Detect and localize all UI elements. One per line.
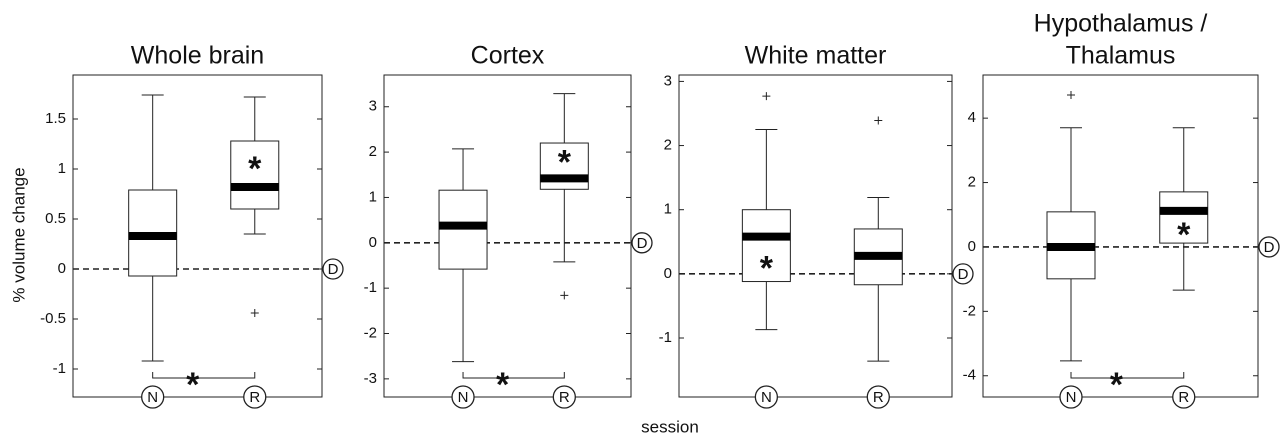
reference-label: D xyxy=(637,235,648,252)
reference-marker xyxy=(322,258,344,280)
y-tick-label: 0 xyxy=(369,234,377,251)
category-marker xyxy=(754,385,779,409)
x-tick-label: R xyxy=(249,389,260,406)
outlier xyxy=(1067,90,1075,99)
reference-marker xyxy=(1258,236,1280,258)
category-marker xyxy=(451,385,475,409)
y-tick-label: 0.5 xyxy=(45,210,66,227)
category-marker xyxy=(243,385,267,409)
box xyxy=(438,189,488,270)
y-tick-label: -2 xyxy=(963,302,976,319)
box-annotation: * xyxy=(1177,216,1191,254)
chart-title: Whole brain xyxy=(131,42,264,70)
x-tick-label: N xyxy=(761,389,772,406)
y-tick-label: -2 xyxy=(364,324,377,341)
significance-bracket xyxy=(462,372,565,379)
box xyxy=(1159,191,1209,244)
category-marker xyxy=(1059,385,1083,409)
y-tick-label: -3 xyxy=(364,370,377,387)
bracket-annotation: * xyxy=(496,366,510,404)
reference-label: D xyxy=(958,266,969,283)
plot-frame xyxy=(678,74,953,398)
category-marker xyxy=(1172,385,1196,409)
chart-title: White matter xyxy=(745,42,887,70)
reference-label: D xyxy=(1264,239,1275,256)
y-tick-label: 1 xyxy=(369,188,377,205)
bracket-annotation: * xyxy=(186,366,200,404)
box-annotation: * xyxy=(760,250,774,288)
x-tick-label: N xyxy=(147,389,158,406)
x-tick-label: R xyxy=(873,389,884,406)
box xyxy=(230,140,280,210)
y-tick-label: -1 xyxy=(659,329,672,346)
x-tick-label: N xyxy=(1066,389,1077,406)
significance-bracket xyxy=(152,372,256,379)
y-tick-label: 4 xyxy=(968,109,976,126)
significance-bracket xyxy=(1070,372,1185,379)
y-tick-label: 1 xyxy=(664,201,672,218)
y-tick-label: 0 xyxy=(968,238,976,255)
y-tick-label: 1.5 xyxy=(45,110,66,127)
reference-label: D xyxy=(328,261,339,278)
category-marker xyxy=(141,385,165,409)
y-tick-label: 3 xyxy=(664,72,672,89)
y-tick-label: 2 xyxy=(664,137,672,154)
y-tick-label: 2 xyxy=(968,174,976,191)
x-tick-label: N xyxy=(458,389,469,406)
box-annotation: * xyxy=(558,143,572,181)
chart-title: Hypothalamus / xyxy=(1034,10,1208,38)
y-tick-label: 3 xyxy=(369,98,377,115)
reference-marker xyxy=(631,232,653,254)
chart-title: Thalamus xyxy=(1066,42,1176,70)
y-tick-label: -1 xyxy=(364,279,377,296)
y-tick-label: 0 xyxy=(664,265,672,282)
x-tick-label: R xyxy=(559,389,570,406)
reference-marker xyxy=(952,263,974,285)
outlier xyxy=(560,291,569,300)
y-tick-label: -0.5 xyxy=(40,310,66,327)
y-tick-label: -1 xyxy=(53,360,66,377)
category-marker xyxy=(866,385,890,409)
y-tick-label: 0 xyxy=(58,260,66,277)
y-tick-label: -4 xyxy=(963,367,976,384)
outlier xyxy=(250,309,259,317)
x-tick-label: R xyxy=(1178,389,1189,406)
y-tick-label: 2 xyxy=(369,143,377,160)
box xyxy=(741,209,791,283)
chart-title: Cortex xyxy=(471,42,545,70)
x-axis-label: session xyxy=(641,417,699,436)
plot-frame xyxy=(383,74,632,398)
category-marker xyxy=(552,385,576,409)
outlier xyxy=(874,116,883,125)
plot-frame xyxy=(72,74,323,398)
y-axis-label: % volume change xyxy=(9,167,28,302)
box-annotation: * xyxy=(248,150,262,188)
plot-frame xyxy=(982,74,1259,398)
y-tick-label: 1 xyxy=(58,160,66,177)
outlier xyxy=(762,92,771,101)
bracket-annotation: * xyxy=(1110,366,1124,404)
